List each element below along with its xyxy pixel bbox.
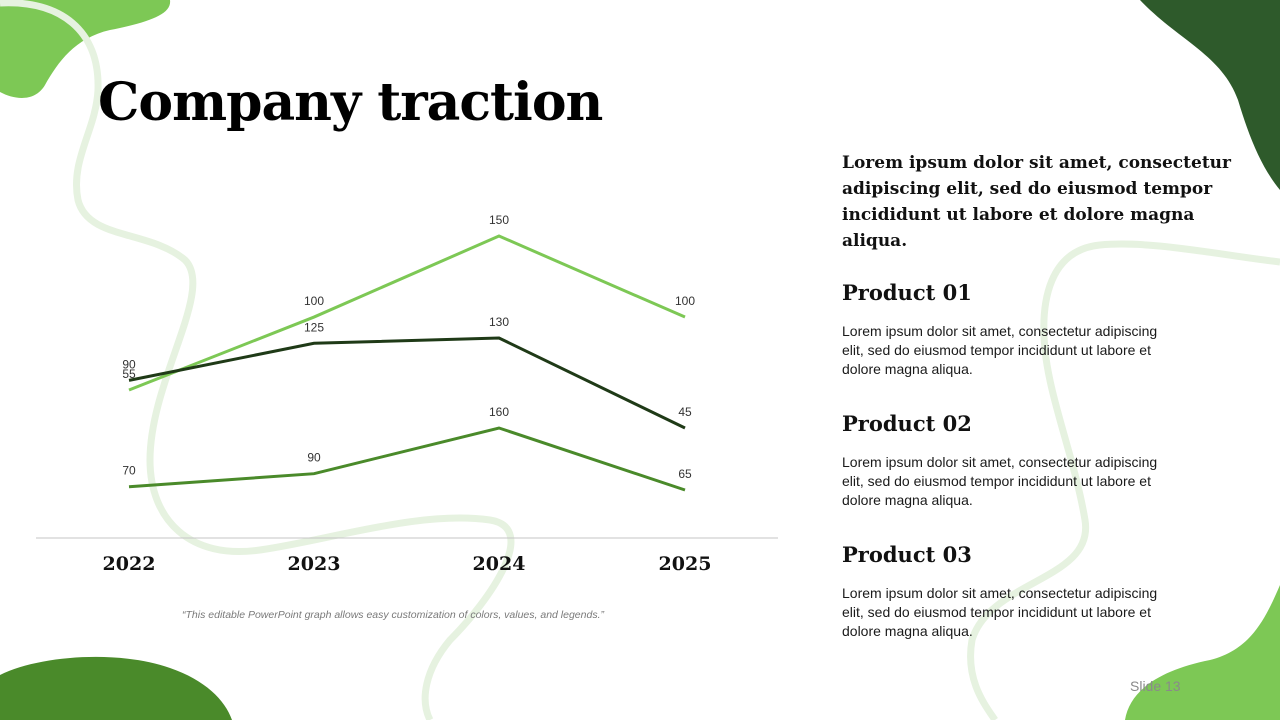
x-tick-label: 2023 — [288, 553, 341, 575]
data-label: 70 — [122, 464, 136, 478]
data-label: 55 — [122, 367, 136, 381]
lead-text: Lorem ipsum dolor sit amet, consectetur … — [842, 153, 1231, 251]
series-1-line — [128, 234, 686, 392]
data-label: 150 — [489, 213, 509, 227]
x-tick-label: 2025 — [659, 553, 712, 575]
data-label: 65 — [678, 467, 692, 481]
decorative-curve-right — [967, 240, 1280, 720]
data-label: 160 — [489, 405, 509, 419]
data-label-layer: 55 100 150 100 90 125 130 45 70 90 160 65 — [122, 213, 695, 481]
series-layer — [128, 234, 686, 492]
product-01-text: Lorem ipsum dolor sit amet, consectetur … — [842, 323, 1158, 377]
x-tick-label: 2024 — [473, 553, 526, 575]
decorative-curve-left — [0, 0, 515, 720]
product-02-title: Product 02 — [842, 411, 972, 436]
product-02-text: Lorem ipsum dolor sit amet, consectetur … — [842, 454, 1158, 508]
page-title: Company traction — [98, 72, 603, 133]
data-label: 90 — [122, 357, 136, 371]
data-label: 100 — [675, 294, 695, 308]
product-03-title: Product 03 — [842, 542, 972, 567]
top-left-blob — [0, 0, 171, 98]
data-label: 90 — [307, 451, 321, 465]
data-label: 45 — [678, 405, 692, 419]
chart-caption: “This editable PowerPoint graph allows e… — [182, 609, 604, 621]
product-01-title: Product 01 — [842, 280, 972, 305]
top-right-blob — [1140, 0, 1280, 190]
series-2-line — [128, 336, 686, 430]
x-tick-layer: 2022 2023 2024 2025 — [103, 553, 712, 575]
series-3-line — [128, 426, 686, 492]
slide-number: Slide 13 — [1130, 678, 1181, 694]
data-label: 100 — [304, 294, 324, 308]
bottom-left-blob — [0, 656, 232, 720]
x-tick-label: 2022 — [103, 553, 156, 575]
product-03-text: Lorem ipsum dolor sit amet, consectetur … — [842, 585, 1158, 639]
data-label: 125 — [304, 320, 324, 334]
bottom-right-blob — [1125, 585, 1280, 720]
data-label: 130 — [489, 315, 509, 329]
